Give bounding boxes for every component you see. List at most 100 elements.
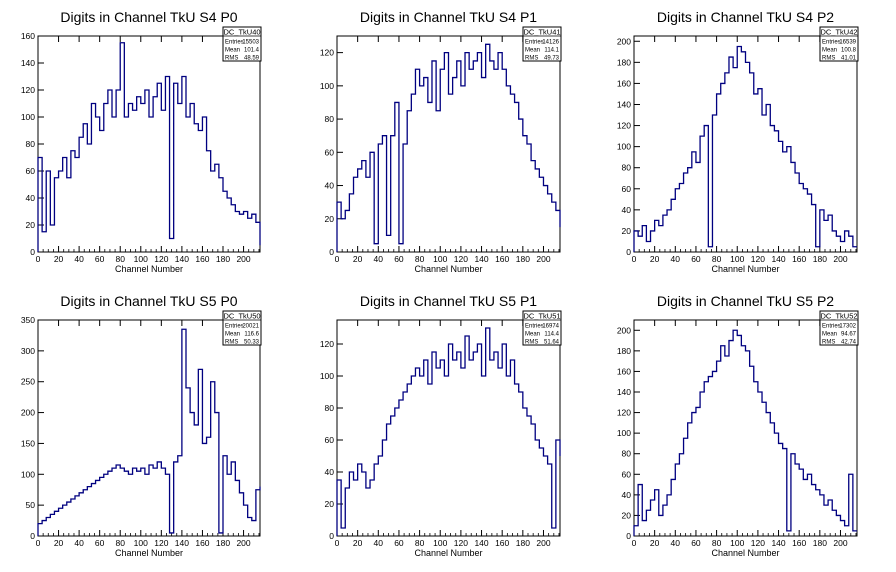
y-tick-label: 50 xyxy=(26,500,36,510)
histogram-panel-3: Digits in Channel TkU S4 P2 0 20 40 60 80 100 1… xyxy=(617,9,859,274)
x-tick-label: 20 xyxy=(54,538,64,548)
chart-title: Digits in Channel TkU S5 P0 xyxy=(60,293,237,309)
y-tick-label: 0 xyxy=(30,531,35,541)
y-tick-label: 40 xyxy=(622,490,632,500)
stats-mean-label: Mean xyxy=(525,48,540,54)
stats-mean-value: 100.8 xyxy=(841,48,857,54)
histogram-line xyxy=(336,327,561,536)
y-tick-label: 160 xyxy=(617,78,631,88)
stats-entries-label: Entries xyxy=(525,40,544,46)
stats-mean-value: 94.67 xyxy=(841,332,857,338)
x-tick-label: 140 xyxy=(175,538,189,548)
y-tick-label: 160 xyxy=(21,31,35,41)
stats-mean-label: Mean xyxy=(225,332,240,338)
x-tick-label: 0 xyxy=(632,254,637,264)
y-tick-label: 200 xyxy=(617,36,631,46)
x-tick-label: 40 xyxy=(74,538,84,548)
x-tick-label: 100 xyxy=(433,254,447,264)
y-tick-label: 0 xyxy=(329,247,334,257)
x-tick-label: 60 xyxy=(95,254,105,264)
histogram-panel-2: Digits in Channel TkU S4 P1 0 20 40 60 80 100 1… xyxy=(320,9,562,274)
y-tick-label: 40 xyxy=(325,181,335,191)
stats-name: DC_TkU50 xyxy=(223,312,260,321)
x-tick-label: 200 xyxy=(833,538,847,548)
y-tick-label: 100 xyxy=(21,112,35,122)
x-tick-label: 180 xyxy=(216,254,230,264)
x-tick-label: 40 xyxy=(671,538,681,548)
plot-frame xyxy=(633,35,858,253)
stats-mean-label: Mean xyxy=(822,332,837,338)
x-tick-label: 160 xyxy=(792,538,806,548)
x-tick-label: 60 xyxy=(691,538,701,548)
plot-frame xyxy=(336,35,561,253)
histogram-panel-5: Digits in Channel TkU S5 P1 0 20 40 60 80 100 1… xyxy=(320,293,562,558)
x-tick-label: 100 xyxy=(134,254,148,264)
stats-rms-value: 50.33 xyxy=(244,340,260,346)
x-tick-label: 120 xyxy=(154,538,168,548)
x-tick-label: 0 xyxy=(36,254,41,264)
x-tick-label: 60 xyxy=(691,254,701,264)
y-tick-label: 120 xyxy=(617,121,631,131)
y-tick-label: 160 xyxy=(617,366,631,376)
x-tick-label: 80 xyxy=(415,538,425,548)
x-tick-label: 100 xyxy=(433,538,447,548)
x-tick-label: 20 xyxy=(54,254,64,264)
x-axis-label: Channel Number xyxy=(115,264,183,274)
x-tick-label: 180 xyxy=(516,254,530,264)
chart-title: Digits in Channel TkU S4 P0 xyxy=(60,9,237,25)
histogram-panel-4: Digits in Channel TkU S5 P0 0 20 40 60 80 100 1… xyxy=(21,293,262,558)
y-tick-label: 80 xyxy=(26,139,36,149)
y-tick-label: 350 xyxy=(21,315,35,325)
x-tick-label: 140 xyxy=(771,254,785,264)
y-tick-label: 100 xyxy=(320,371,334,381)
stats-rms-label: RMS xyxy=(525,56,538,62)
y-tick-label: 60 xyxy=(325,147,335,157)
x-tick-label: 20 xyxy=(650,254,660,264)
x-tick-label: 140 xyxy=(771,538,785,548)
histogram-panel-1: Digits in Channel TkU S4 P0 0 20 40 60 80 100 1… xyxy=(21,9,262,274)
stats-name: DC_TkU51 xyxy=(523,312,560,321)
histogram-line xyxy=(37,42,261,252)
y-tick-label: 120 xyxy=(21,85,35,95)
x-axis-label: Channel Number xyxy=(115,548,183,558)
stats-entries-label: Entries xyxy=(822,324,841,330)
y-tick-label: 40 xyxy=(325,467,335,477)
y-tick-label: 120 xyxy=(617,408,631,418)
stats-rms-value: 48.59 xyxy=(244,56,260,62)
plot-frame xyxy=(37,319,261,537)
stats-rms-label: RMS xyxy=(525,340,538,346)
stats-mean-value: 101.4 xyxy=(244,48,260,54)
stats-rms-label: RMS xyxy=(822,56,835,62)
y-tick-label: 60 xyxy=(622,469,632,479)
x-tick-label: 160 xyxy=(195,538,209,548)
x-tick-label: 60 xyxy=(394,538,404,548)
y-tick-label: 120 xyxy=(320,339,334,349)
x-tick-label: 100 xyxy=(134,538,148,548)
x-tick-label: 0 xyxy=(36,538,41,548)
stats-mean-value: 114.4 xyxy=(544,332,559,338)
x-tick-label: 100 xyxy=(730,538,744,548)
y-tick-label: 80 xyxy=(622,449,632,459)
x-tick-label: 140 xyxy=(175,254,189,264)
histogram-line xyxy=(336,43,561,252)
stats-box xyxy=(222,26,262,62)
y-tick-label: 60 xyxy=(26,166,36,176)
x-tick-label: 200 xyxy=(833,254,847,264)
x-tick-label: 0 xyxy=(632,538,637,548)
x-tick-label: 40 xyxy=(671,254,681,264)
y-tick-label: 80 xyxy=(325,114,335,124)
x-axis-label: Channel Number xyxy=(414,264,482,274)
x-tick-label: 120 xyxy=(751,538,765,548)
chart-title: Digits in Channel TkU S5 P1 xyxy=(360,293,537,309)
x-tick-label: 120 xyxy=(454,254,468,264)
y-tick-label: 20 xyxy=(26,220,36,230)
x-tick-label: 100 xyxy=(730,254,744,264)
x-tick-label: 160 xyxy=(195,254,209,264)
histogram-line xyxy=(633,45,857,252)
x-tick-label: 0 xyxy=(335,538,340,548)
y-tick-label: 40 xyxy=(622,205,632,215)
stats-entries-label: Entries xyxy=(525,324,544,330)
y-tick-label: 80 xyxy=(325,403,335,413)
y-tick-label: 0 xyxy=(30,247,35,257)
